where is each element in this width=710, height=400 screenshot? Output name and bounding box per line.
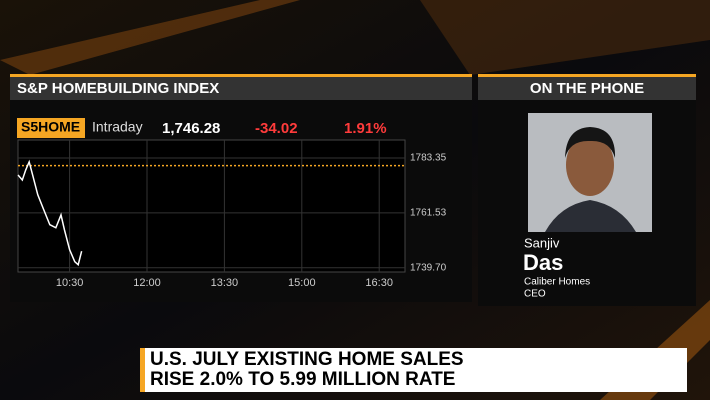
panel-title: S&P HOMEBUILDING INDEX [17, 80, 219, 97]
accent [478, 74, 696, 77]
ticker-box [17, 118, 85, 138]
plot-area [17, 139, 406, 273]
series-line [17, 159, 83, 267]
y-tick-label: 1783.35 [410, 153, 447, 164]
headline-line: RISE 2.0% TO 5.99 MILLION RATE [150, 369, 455, 390]
y-tick-label: 1739.70 [410, 262, 447, 273]
panel-header [10, 77, 472, 100]
period: Intraday [92, 119, 143, 135]
guest-header-bar [478, 77, 696, 100]
streak [0, 0, 300, 75]
x-tick-label: 13:30 [211, 277, 239, 289]
photo-suit [545, 200, 636, 232]
y-tick-label: 1761.53 [410, 207, 447, 218]
photo-hair [565, 127, 616, 158]
headline-accent [140, 348, 145, 392]
accent [10, 74, 472, 77]
streak [420, 0, 710, 75]
change-pct: 1.91% [344, 120, 387, 137]
guest-first-name: Sanjiv [524, 235, 560, 250]
headline-box [145, 348, 687, 392]
guest-header: ON THE PHONE [530, 80, 644, 97]
x-tick-label: 10:30 [56, 277, 84, 289]
change: -34.02 [255, 120, 298, 137]
guest-role: CEO [524, 289, 546, 300]
x-tick-label: 12:00 [133, 277, 161, 289]
x-tick-label: 16:30 [365, 277, 393, 289]
headline-line: U.S. JULY EXISTING HOME SALES [150, 349, 464, 370]
guest-last-name: Das [523, 250, 563, 275]
chart: 1739.70 1761.53 1783.35 10:30 12:00 13:30 15:0… [17, 139, 447, 289]
photo-face [566, 134, 614, 196]
guest-company: Caliber Homes [524, 277, 590, 288]
ticker: S5HOME [21, 119, 80, 135]
last-price: 1,746.28 [162, 120, 220, 137]
x-tick-label: 15:00 [288, 277, 316, 289]
